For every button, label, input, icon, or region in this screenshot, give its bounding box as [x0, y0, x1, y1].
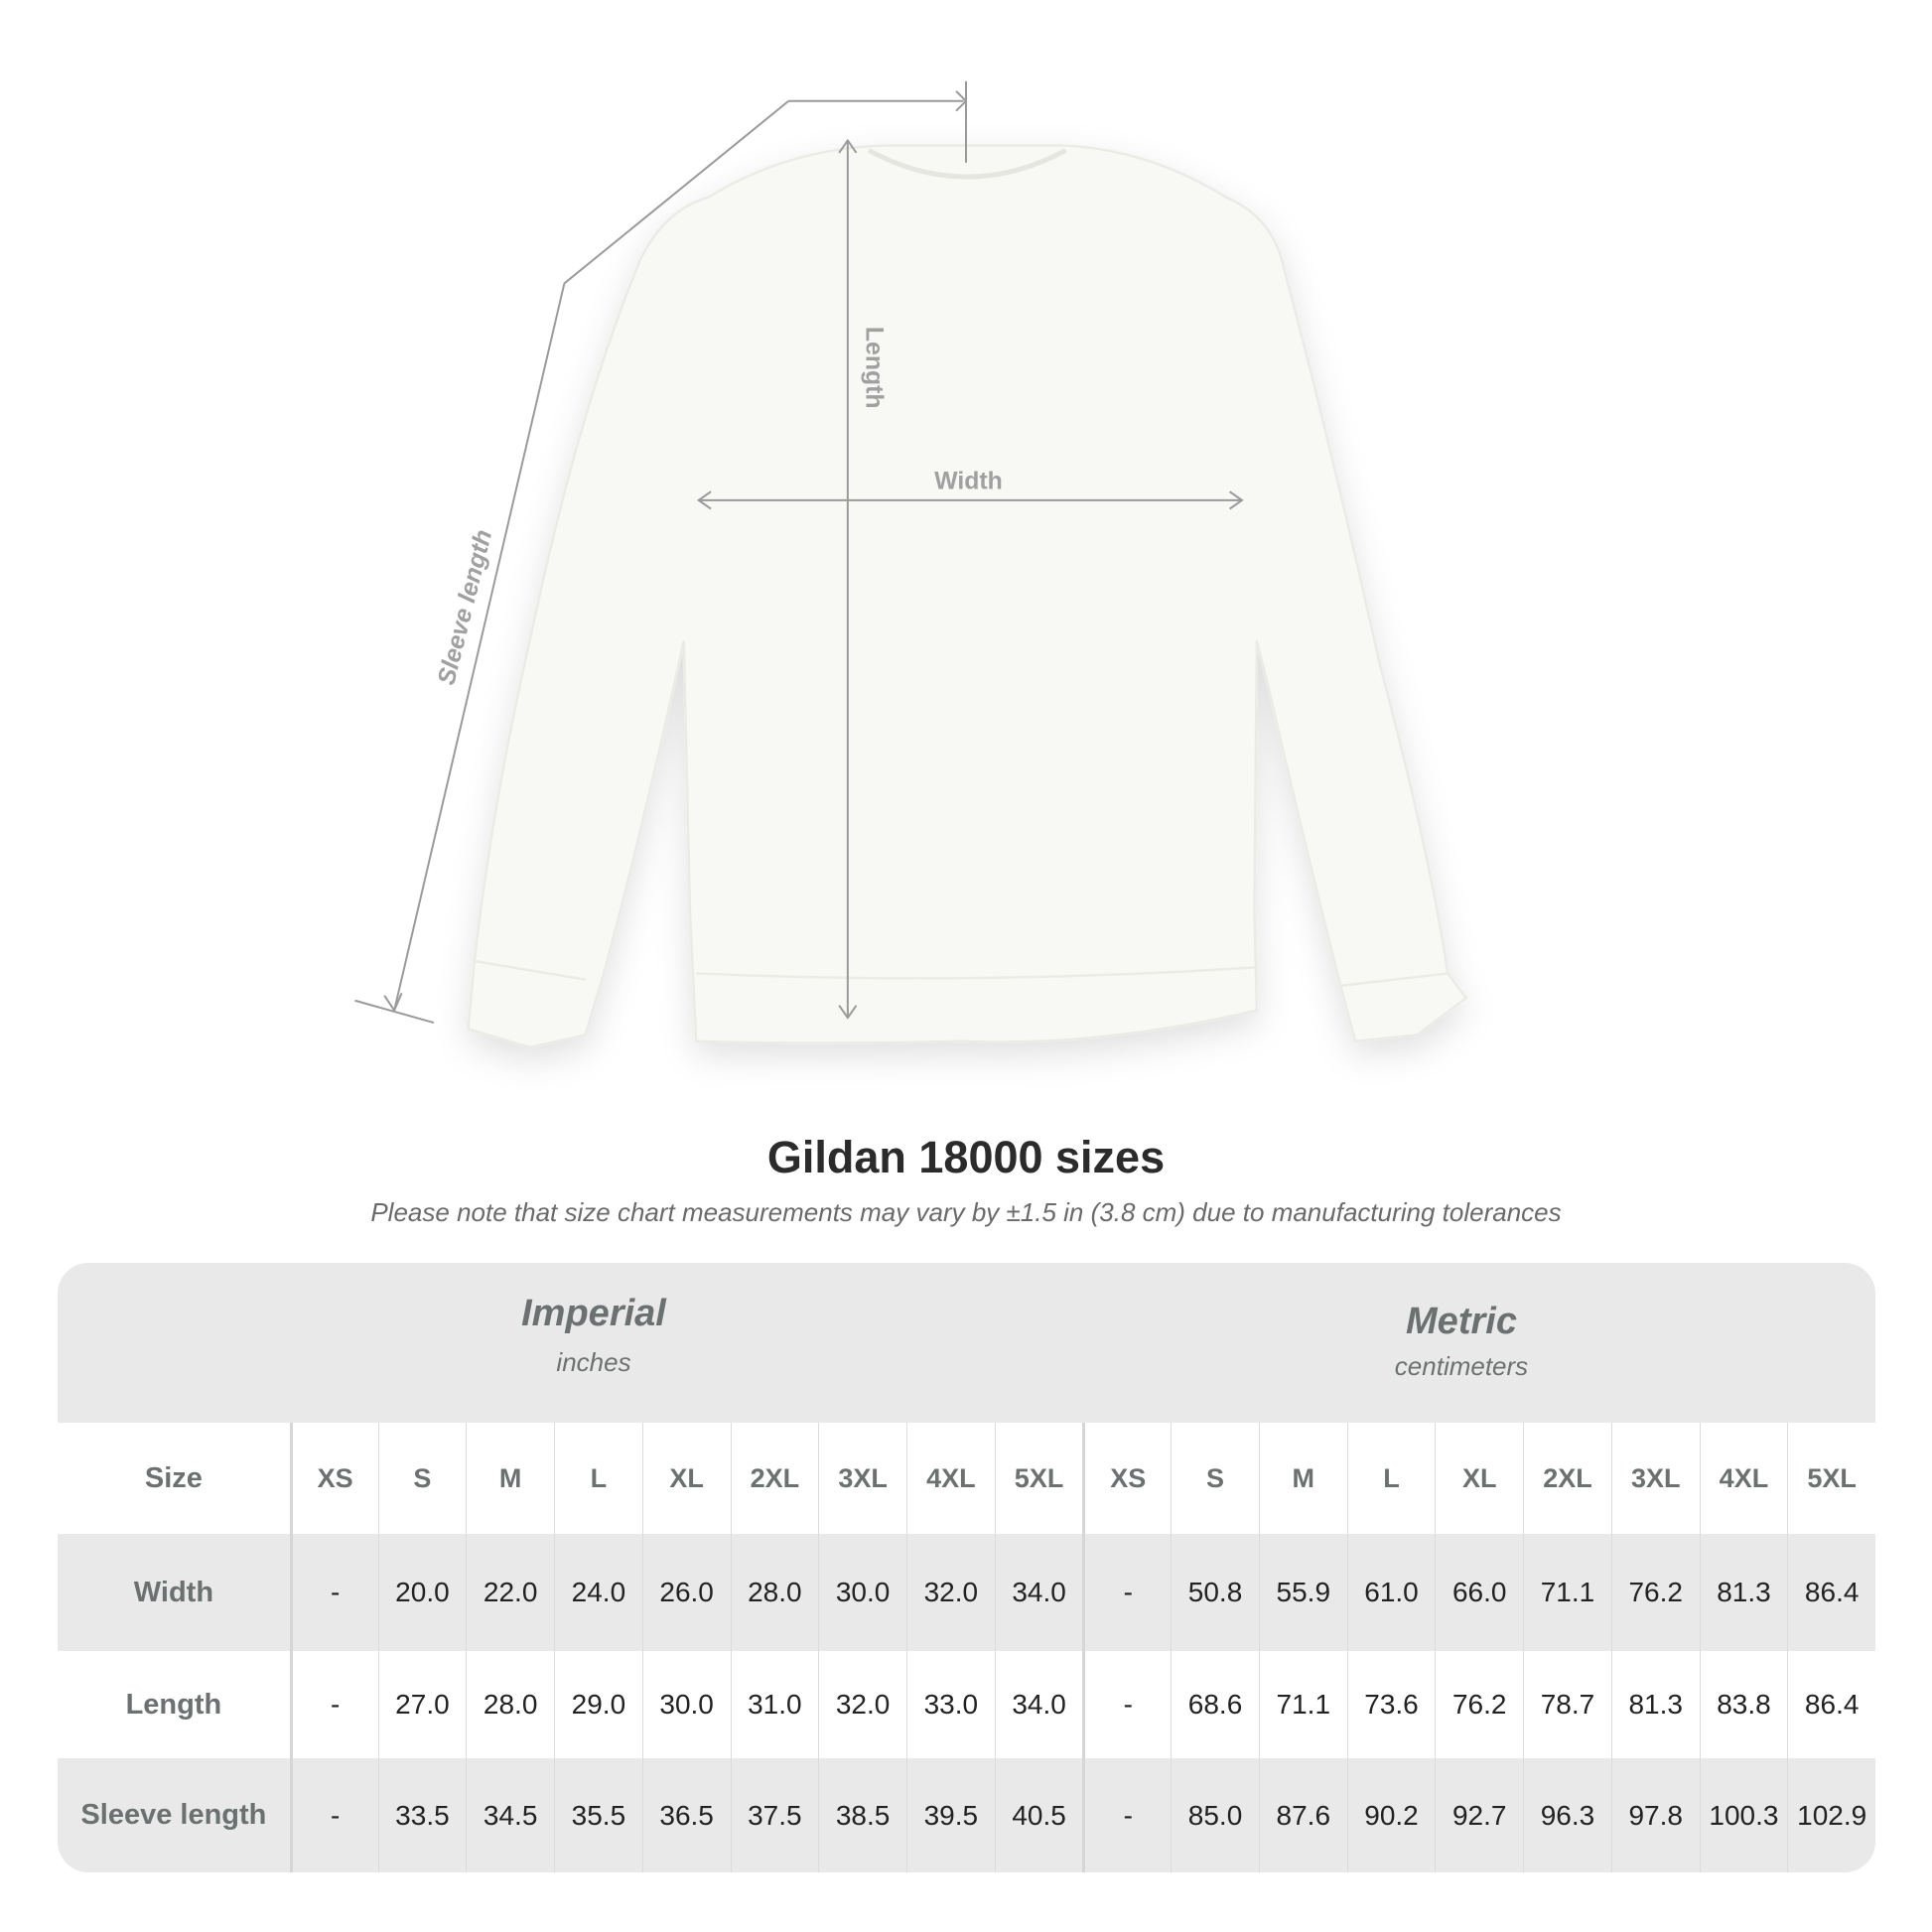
- table-cell: 28.0: [730, 1534, 819, 1651]
- table-cell: 35.5: [554, 1758, 642, 1872]
- table-row: Length -27.0 28.0 29.0 30.0 31.0 32.0 33.0 34.0-…: [58, 1651, 1875, 1758]
- table-cell: 85.0: [1171, 1758, 1259, 1872]
- table-cell: 29.0: [554, 1651, 642, 1758]
- table-cell: 90.2: [1346, 1758, 1436, 1872]
- table-cell: -: [289, 1534, 378, 1651]
- table-cell: 76.2: [1435, 1651, 1523, 1758]
- table-cell: -: [1082, 1651, 1171, 1758]
- table-cell: 27.0: [377, 1651, 467, 1758]
- size-chart-table: Imperial inches Metric centimeters Size …: [58, 1263, 1875, 1872]
- size-header-cell: 4XL: [1699, 1423, 1788, 1534]
- table-cell: 39.5: [905, 1758, 995, 1872]
- size-label: Size: [144, 1461, 203, 1494]
- table-cell: -: [289, 1651, 378, 1758]
- size-header-cell: 4XL: [905, 1423, 995, 1534]
- table-cell: 81.3: [1699, 1534, 1788, 1651]
- table-cell: 78.7: [1523, 1651, 1611, 1758]
- table-cell: 71.1: [1523, 1534, 1611, 1651]
- measurement-lines: [354, 80, 1244, 1025]
- table-cell: 26.0: [641, 1534, 731, 1651]
- table-cell: 86.4: [1787, 1534, 1875, 1651]
- table-cell: 50.8: [1171, 1534, 1259, 1651]
- table-cell: 34.0: [994, 1534, 1083, 1651]
- table-cell: 81.3: [1610, 1651, 1700, 1758]
- table-cell: 68.6: [1171, 1651, 1259, 1758]
- table-cell: 66.0: [1435, 1534, 1523, 1651]
- table-cell: -: [289, 1758, 378, 1872]
- table-cell: 34.0: [994, 1651, 1083, 1758]
- size-header-cell: L: [1346, 1423, 1436, 1534]
- table-row: Sleeve length -33.5 34.5 35.5 36.5 37.5 38.5 39…: [58, 1758, 1875, 1872]
- table-cell: 30.0: [818, 1534, 906, 1651]
- size-header-cell: S: [377, 1423, 467, 1534]
- imperial-title: Imperial: [521, 1293, 666, 1334]
- sleeve-line-shoulder: [563, 99, 789, 285]
- table-cell: 30.0: [641, 1651, 731, 1758]
- table-cell: 37.5: [730, 1758, 819, 1872]
- table-cell: 28.0: [466, 1651, 554, 1758]
- imperial-unit: inches: [556, 1347, 631, 1377]
- size-header-cell: 2XL: [1523, 1423, 1611, 1534]
- size-header-cell: 5XL: [1787, 1423, 1875, 1534]
- metric-unit: centimeters: [1394, 1351, 1529, 1381]
- table-cell: 83.8: [1699, 1651, 1788, 1758]
- size-row: Size XS S M L XL 2XL 3XL 4XL 5XL XS S M L XL 2XL 3XL 4XL…: [58, 1423, 1875, 1534]
- size-header-cell: XS: [1082, 1423, 1171, 1534]
- size-header-cell: M: [466, 1423, 554, 1534]
- width-label: Width: [934, 469, 1003, 495]
- table-row: Width -20.0 22.0 24.0 26.0 28.0 30.0 32.0 34.0-5…: [58, 1534, 1875, 1651]
- size-header-cell: 2XL: [730, 1423, 819, 1534]
- sleeve-line-arm: [393, 283, 566, 1011]
- size-header-cell: M: [1258, 1423, 1347, 1534]
- row-label: Length: [125, 1688, 222, 1721]
- table-cell: 34.5: [466, 1758, 554, 1872]
- row-label: Sleeve length: [80, 1799, 267, 1831]
- table-cell: 61.0: [1346, 1534, 1436, 1651]
- table-cell: 92.7: [1435, 1758, 1523, 1872]
- imperial-header: Imperial inches: [296, 1293, 892, 1378]
- table-cell: 33.5: [377, 1758, 467, 1872]
- table-cell: 31.0: [730, 1651, 819, 1758]
- page-title: Gildan 18000 sizes: [766, 1132, 1166, 1182]
- size-header-cell: 3XL: [1610, 1423, 1700, 1534]
- table-cell: 24.0: [554, 1534, 642, 1651]
- table-cell: 22.0: [466, 1534, 554, 1651]
- table-cell: 100.3: [1699, 1758, 1788, 1872]
- table-cell: -: [1082, 1534, 1171, 1651]
- table-cell: 86.4: [1787, 1651, 1875, 1758]
- table-cell: 96.3: [1523, 1758, 1611, 1872]
- table-cell: 102.9: [1787, 1758, 1875, 1872]
- size-header-cell: XS: [289, 1423, 378, 1534]
- sweatshirt-diagram: Sleeve length Length Width: [354, 80, 1468, 1049]
- table-cell: 40.5: [994, 1758, 1083, 1872]
- table-cell: 73.6: [1346, 1651, 1436, 1758]
- size-header-cell: 3XL: [818, 1423, 906, 1534]
- table-cell: 32.0: [905, 1534, 995, 1651]
- size-header-cell: L: [554, 1423, 642, 1534]
- size-header-cell: S: [1171, 1423, 1259, 1534]
- table-cell: 76.2: [1610, 1534, 1700, 1651]
- metric-header: Metric centimeters: [1164, 1301, 1759, 1382]
- table-cell: 55.9: [1258, 1534, 1347, 1651]
- table-cell: 36.5: [641, 1758, 731, 1872]
- sweatshirt-image: [467, 144, 1468, 1049]
- table-cell: 97.8: [1610, 1758, 1700, 1872]
- tolerance-note: Please note that size chart measurements…: [370, 1197, 1562, 1227]
- unit-header: Imperial inches Metric centimeters: [58, 1263, 1875, 1423]
- table-cell: 33.0: [905, 1651, 995, 1758]
- table-cell: -: [1082, 1758, 1171, 1872]
- size-header-cell: 5XL: [994, 1423, 1083, 1534]
- table-cell: 32.0: [818, 1651, 906, 1758]
- table-cell: 38.5: [818, 1758, 906, 1872]
- size-header-cell: XL: [641, 1423, 731, 1534]
- table-cell: 87.6: [1258, 1758, 1347, 1872]
- metric-title: Metric: [1406, 1301, 1517, 1342]
- table-cell: 71.1: [1258, 1651, 1347, 1758]
- row-label: Width: [133, 1576, 214, 1608]
- table-cell: 20.0: [377, 1534, 467, 1651]
- length-label: Length: [860, 327, 887, 409]
- size-header-cell: XL: [1435, 1423, 1523, 1534]
